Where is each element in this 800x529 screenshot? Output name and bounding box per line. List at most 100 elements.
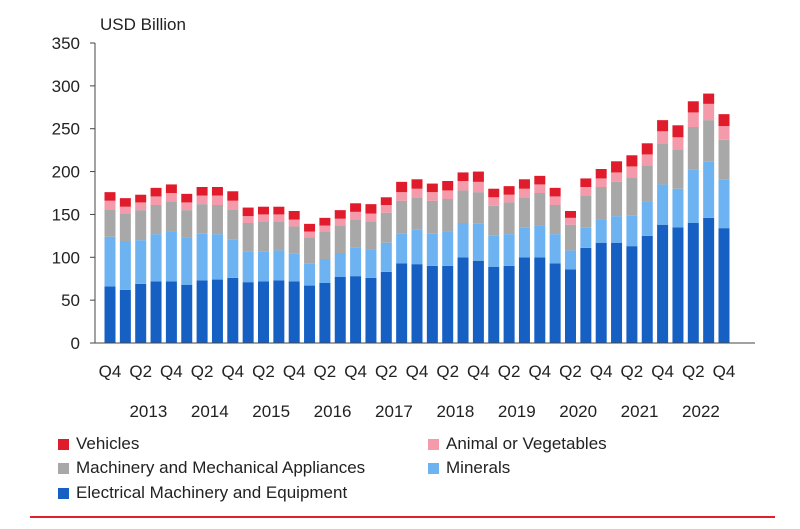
bar-segment xyxy=(396,263,408,343)
bar-segment xyxy=(657,143,669,185)
y-tick-label: 0 xyxy=(71,334,80,353)
x-tick-label: Q4 xyxy=(528,362,551,381)
bar-segment xyxy=(258,251,269,282)
bar-segment xyxy=(350,276,362,343)
bar-segment xyxy=(334,218,346,226)
bar-segment xyxy=(104,200,116,210)
bar-segment xyxy=(242,282,254,343)
bar-segment xyxy=(181,284,193,343)
x-tick-label: Q2 xyxy=(191,362,214,381)
bar-stack xyxy=(534,175,546,343)
bar-segment xyxy=(211,279,223,343)
bar-stack xyxy=(426,183,438,343)
bar-segment xyxy=(703,120,715,162)
year-label: 2022 xyxy=(682,402,720,421)
bar-segment xyxy=(319,259,331,283)
bar-stack xyxy=(396,181,408,343)
x-tick-label: Q4 xyxy=(590,362,613,381)
bar-segment xyxy=(687,101,699,113)
bar-stack xyxy=(165,184,177,343)
bar-stack xyxy=(442,181,454,343)
bar-segment xyxy=(549,187,561,197)
bar-segment xyxy=(211,205,223,235)
bar-segment xyxy=(319,231,331,259)
bar-segment xyxy=(426,200,438,234)
bar-segment xyxy=(457,257,469,343)
bar-segment xyxy=(304,237,316,264)
bar-segment xyxy=(165,201,177,232)
bar-segment xyxy=(518,188,530,198)
x-tick-label: Q4 xyxy=(283,362,306,381)
bar-stack xyxy=(319,217,331,343)
y-tick-label: 200 xyxy=(52,163,80,182)
legend-item-machinery: Machinery and Mechanical Appliances xyxy=(58,458,365,478)
bar-segment xyxy=(703,93,715,104)
bar-segment xyxy=(288,226,300,254)
bar-segment xyxy=(319,217,331,226)
bar-segment xyxy=(672,188,684,228)
bar-segment xyxy=(150,234,162,282)
bar-segment xyxy=(334,253,346,277)
bar-segment xyxy=(472,192,484,224)
bar-segment xyxy=(565,217,576,225)
bar-segment xyxy=(488,188,500,198)
bar-segment xyxy=(703,217,715,343)
bar-segment xyxy=(258,221,269,252)
bar-stack xyxy=(334,210,346,343)
bar-segment xyxy=(104,286,116,343)
bar-stack xyxy=(242,207,254,343)
bar-stack xyxy=(549,187,561,343)
bar-segment xyxy=(503,202,515,235)
bar-stack xyxy=(718,114,730,343)
bar-segment xyxy=(273,214,285,222)
bar-segment xyxy=(549,263,561,343)
x-tick-label: Q2 xyxy=(252,362,275,381)
x-tick-label: Q4 xyxy=(99,362,122,381)
bar-segment xyxy=(488,205,500,236)
bar-segment xyxy=(457,181,469,191)
bar-segment xyxy=(457,172,469,181)
bar-segment xyxy=(503,194,515,203)
year-label: 2021 xyxy=(621,402,659,421)
bar-segment xyxy=(718,114,730,127)
bar-segment xyxy=(442,190,454,199)
bar-segment xyxy=(350,219,362,248)
legend-label-vehicles: Vehicles xyxy=(76,434,140,453)
bar-stack xyxy=(273,206,285,343)
bar-segment xyxy=(442,181,454,191)
bar-segment xyxy=(426,233,438,266)
bar-segment xyxy=(288,253,300,282)
bar-segment xyxy=(196,204,208,234)
bar-segment xyxy=(273,206,285,215)
bar-segment xyxy=(319,283,331,343)
bar-segment xyxy=(273,250,285,281)
bar-segment xyxy=(196,187,208,196)
bar-segment xyxy=(534,225,546,258)
bar-segment xyxy=(534,175,546,185)
legend-swatch-electrical xyxy=(58,487,69,499)
bar-segment xyxy=(687,127,699,170)
bar-stack xyxy=(595,169,607,343)
bar-segment xyxy=(442,231,454,266)
bar-segment xyxy=(565,211,576,218)
bar-segment xyxy=(611,181,623,217)
legend-item-vehicles: Vehicles xyxy=(58,434,139,454)
x-tick-label: Q4 xyxy=(713,362,736,381)
bar-segment xyxy=(119,241,131,290)
bar-stack xyxy=(672,125,684,343)
bar-segment xyxy=(426,265,438,343)
bar-segment xyxy=(104,209,116,237)
bar-segment xyxy=(457,223,469,258)
y-tick-label: 150 xyxy=(52,205,80,224)
bar-segment xyxy=(503,234,515,266)
bar-segment xyxy=(518,227,530,258)
bar-stack xyxy=(457,172,469,343)
legend-label-animal-or-vegetables: Animal or Vegetables xyxy=(446,434,607,453)
bar-stack xyxy=(657,120,669,343)
bar-segment xyxy=(580,178,592,187)
bar-segment xyxy=(426,192,438,201)
bar-segment xyxy=(135,194,147,203)
bar-segment xyxy=(411,188,423,198)
bar-segment xyxy=(503,265,515,343)
